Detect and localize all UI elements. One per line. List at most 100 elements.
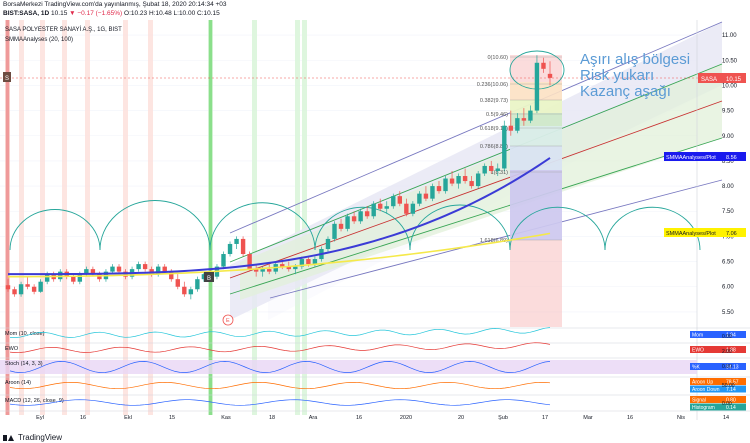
candle-body — [482, 165, 487, 174]
candle-body — [182, 286, 187, 295]
candle-body — [417, 193, 422, 204]
highlight-bar — [19, 20, 24, 415]
highlight-bar — [85, 20, 90, 415]
candle-body — [155, 266, 161, 275]
candle-body — [267, 269, 272, 272]
s-marker-label: S — [5, 76, 9, 82]
pane-label: EWO — [5, 346, 19, 352]
time-tick: 17 — [542, 415, 548, 421]
candle-body — [201, 274, 207, 280]
pane-badge-bg — [690, 403, 746, 411]
brand-label: TradingView — [18, 433, 63, 442]
price-tick: 9.00 — [722, 134, 734, 140]
channel-bottom-line — [269, 179, 723, 299]
price-tick: 6.50 — [722, 260, 734, 266]
time-tick: 16 — [80, 415, 86, 421]
time-tick: Ekl — [124, 415, 132, 421]
candle-body — [521, 118, 527, 121]
candle-body — [332, 223, 337, 239]
candle-body — [378, 203, 383, 209]
fib-level-label: 0.618(9.18) — [480, 126, 508, 132]
time-tick: Eyl — [36, 415, 44, 421]
candle-body — [12, 289, 17, 295]
candle-body — [38, 281, 43, 292]
footer-brand[interactable]: TradingView — [3, 433, 62, 442]
candle-body — [443, 178, 448, 192]
time-tick: 2020 — [400, 415, 412, 421]
candle-body — [338, 223, 344, 229]
smma-fast-badge-value: 8.56 — [726, 155, 737, 161]
time-tick: 14 — [723, 415, 729, 421]
candle-body — [528, 110, 533, 121]
candle-body — [253, 269, 259, 272]
candle-body — [84, 269, 89, 275]
candle-body — [436, 186, 442, 192]
quote-line: BIST:SASA, 1D 10.15 ▼ −0.17 (−1.65%) O:1… — [3, 10, 220, 17]
fib-zone-3 — [510, 113, 562, 126]
symbol-label: BIST:SASA, 1D — [3, 10, 50, 17]
time-tick: 20 — [458, 415, 464, 421]
time-tick: Şub — [498, 415, 508, 421]
time-tick: 18 — [269, 415, 275, 421]
pane-badge-value: 94.13 — [726, 365, 739, 371]
candle-body — [31, 286, 37, 292]
highlight-bar — [62, 20, 67, 415]
highlight-bar — [295, 20, 300, 415]
candle-body — [293, 266, 298, 270]
pane-badge-bg — [690, 396, 746, 403]
price-change: ▼ −0.17 (−1.65%) — [69, 10, 123, 17]
pane-line — [9, 327, 551, 338]
indicator-title: SMMAAnalyses (20, 100) — [5, 37, 73, 43]
cycle-arcs — [9, 200, 701, 251]
tradingview-logo-icon — [3, 434, 14, 441]
cycle-arc — [509, 206, 606, 251]
fib-level-label: 1(8.31) — [491, 170, 509, 176]
candle-body — [77, 274, 83, 282]
cycle-arc — [99, 200, 211, 251]
candle-body — [116, 266, 122, 272]
candle-body — [169, 271, 174, 280]
pane-badge-label: %K — [692, 365, 700, 371]
channel-upper-inner — [229, 63, 723, 263]
pane-badge-label: Signal — [692, 398, 706, 404]
annotation-line-2: Risk yukarı — [580, 67, 654, 84]
annotation-line-1: Aşırı alış bölgesi — [580, 51, 690, 68]
fib-level-label: 0.5(9.46) — [486, 112, 508, 118]
candle-body — [325, 238, 331, 249]
fib-zone-4 — [510, 126, 562, 146]
channel-midline — [229, 100, 723, 279]
candle-body — [195, 279, 200, 290]
pane-line — [9, 399, 551, 406]
smma-slow-badge-value: 7.06 — [726, 231, 737, 237]
candle-body — [97, 274, 102, 280]
candle-body — [247, 254, 252, 270]
regression-channel-inner — [240, 64, 722, 300]
candle-body — [384, 206, 389, 209]
candle-body — [502, 125, 507, 169]
time-tick: Ara — [309, 415, 319, 421]
highlight-bar — [6, 20, 9, 415]
candle-body — [280, 264, 285, 267]
time-tick: Kas — [221, 415, 231, 421]
smma-fast-badge-bg — [664, 152, 746, 161]
time-axis: Eyl 16 Ekl 15 Kas 18 Ara 16 2020 20 Şub 17 Mar 16 Nis 1… — [0, 410, 750, 421]
candle-body — [136, 264, 141, 270]
time-tick: Nis — [677, 415, 685, 421]
pane-label: Stoch (14, 3, 3) — [5, 361, 43, 367]
pane-band — [0, 360, 697, 374]
time-tick: 16 — [627, 415, 633, 421]
candle-body — [44, 274, 50, 282]
cycle-arc — [209, 202, 316, 251]
sasa-badge-label: SASA — [701, 77, 717, 83]
candle-body — [541, 62, 546, 69]
price-tick: 10.50 — [722, 58, 738, 64]
candle-body — [286, 266, 291, 270]
pane-badge-label: Aroon Up — [692, 380, 713, 386]
pane-axis-tick: 0.00 — [722, 334, 732, 340]
ohlc-values: O:10.23 H:10.48 L:10.00 C:10.15 — [124, 10, 220, 17]
highlight-bar — [252, 20, 257, 415]
pane-axis-tick: 0.00 — [722, 364, 732, 370]
candle-body — [351, 216, 357, 222]
highlight-bar — [209, 20, 212, 415]
